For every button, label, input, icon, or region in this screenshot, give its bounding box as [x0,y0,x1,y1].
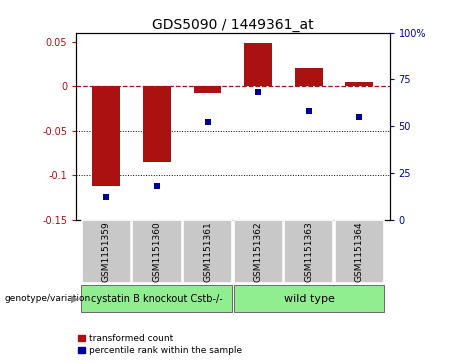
Text: GSM1151362: GSM1151362 [254,221,263,282]
Text: genotype/variation: genotype/variation [5,294,91,303]
Bar [183,220,232,283]
Text: GSM1151363: GSM1151363 [304,221,313,282]
Text: GSM1151364: GSM1151364 [355,221,364,282]
Text: cystatin B knockout Cstb-/-: cystatin B knockout Cstb-/- [91,294,223,303]
Bar [194,86,221,93]
Text: wild type: wild type [284,294,334,303]
Text: ▶: ▶ [71,294,79,303]
Legend: transformed count, percentile rank within the sample: transformed count, percentile rank withi… [78,334,242,355]
Bar [93,86,120,186]
Bar [335,220,384,283]
Bar [284,220,333,283]
Text: GSM1151360: GSM1151360 [153,221,161,282]
Bar [295,68,323,86]
Bar [345,82,373,86]
Bar [244,43,272,86]
Text: GSM1151361: GSM1151361 [203,221,212,282]
Bar [132,220,182,283]
Bar [81,285,232,313]
Bar [234,220,283,283]
Bar [234,285,384,313]
Bar [143,86,171,162]
Title: GDS5090 / 1449361_at: GDS5090 / 1449361_at [152,18,313,32]
Bar [82,220,131,283]
Text: GSM1151359: GSM1151359 [102,221,111,282]
